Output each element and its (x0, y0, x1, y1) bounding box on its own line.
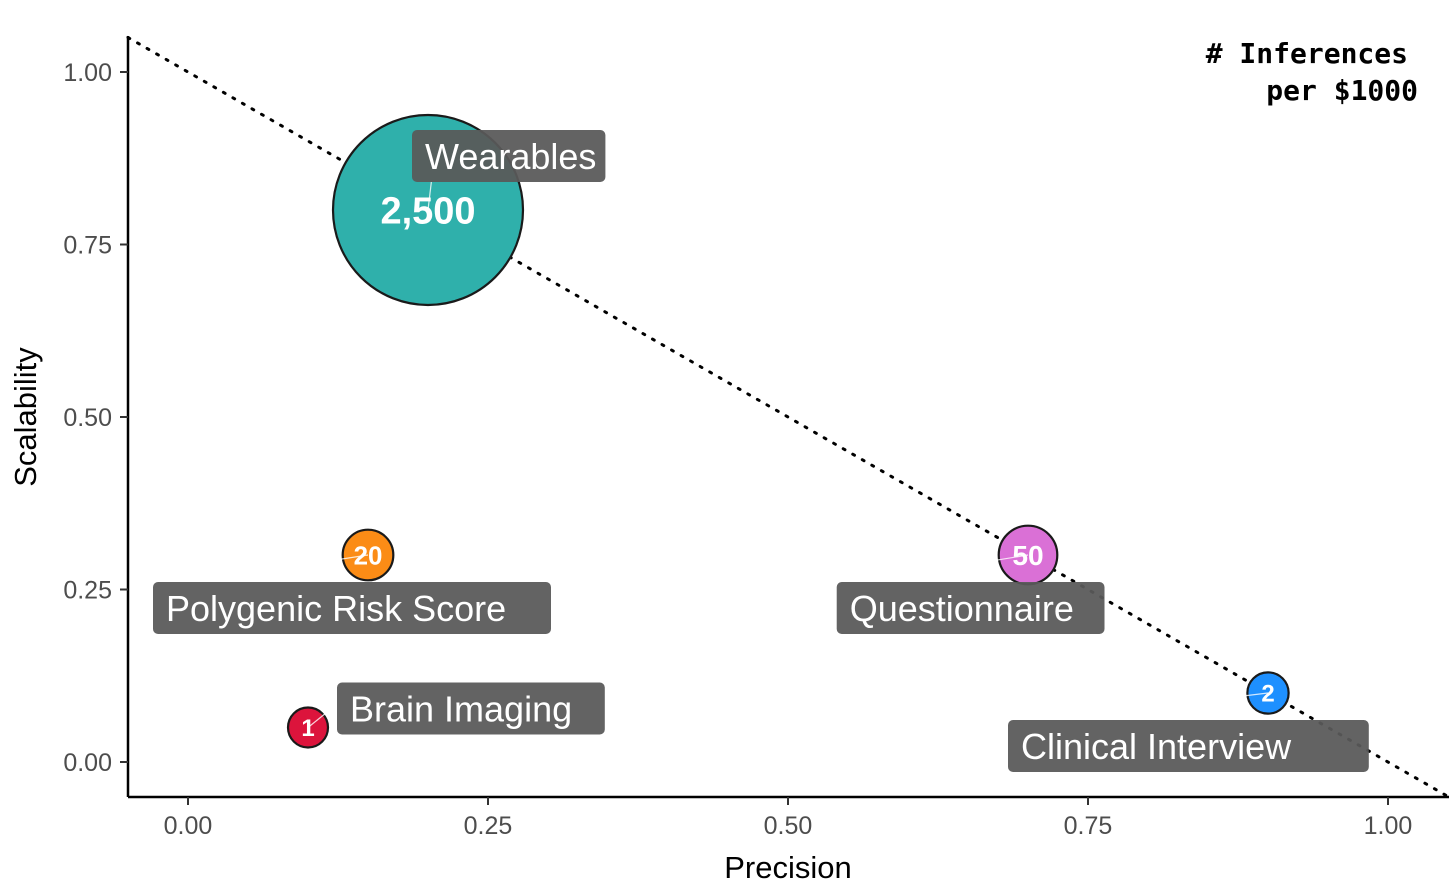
point-label-box-polygenic-risk-score (153, 582, 551, 634)
y-axis-title: Scalability (8, 347, 43, 487)
size-legend-title-line2: per $1000 (1266, 74, 1418, 107)
x-axis-title: Precision (724, 850, 852, 885)
y-tick-label: 0.50 (63, 404, 112, 432)
label-connector-polygenic-risk-score (192, 554, 369, 583)
point-label-clinical-interview: Clinical Interview (1021, 726, 1292, 767)
y-tick-label: 1.00 (63, 59, 112, 87)
size-legend-title-line1: # Inferences (1206, 37, 1408, 70)
point-label-wearables: Wearables (425, 136, 596, 177)
point-label-polygenic-risk-score: Polygenic Risk Score (166, 588, 506, 629)
point-label-questionnaire: Questionnaire (850, 588, 1074, 629)
x-tick-label: 0.50 (764, 812, 813, 840)
label-connector-wearables (427, 181, 432, 211)
y-tick-label: 0.75 (63, 232, 112, 260)
point-label-box-clinical-interview (1008, 720, 1369, 772)
x-tick-label: 0.00 (164, 812, 213, 840)
point-label-brain-imaging: Brain Imaging (350, 689, 572, 730)
bubble-value-clinical-interview: 2 (1261, 681, 1274, 708)
x-tick-label: 0.75 (1064, 812, 1113, 840)
bubble-value-brain-imaging: 1 (301, 715, 314, 742)
bubble-value-questionnaire: 50 (1012, 540, 1043, 571)
point-label-box-questionnaire (836, 582, 1105, 634)
label-connector-questionnaire (863, 554, 1029, 583)
x-tick-label: 1.00 (1364, 812, 1413, 840)
point-label-box-wearables (412, 130, 606, 182)
x-tick-label: 0.25 (464, 812, 513, 840)
y-tick-label: 0.25 (63, 577, 112, 605)
point-label-box-brain-imaging (337, 682, 605, 735)
bubble-value-wearables: 2,500 (380, 191, 475, 233)
point-labels-layer: Wearables Polygenic Risk Score Questionnai… (153, 130, 1369, 772)
ticks-layer: 0.00 0.25 0.50 0.75 1.00 0.00 0.25 0.50 0.75 1.00 (63, 59, 1412, 840)
label-connector-clinical-interview (1044, 692, 1269, 721)
y-tick-label: 0.00 (63, 749, 112, 777)
